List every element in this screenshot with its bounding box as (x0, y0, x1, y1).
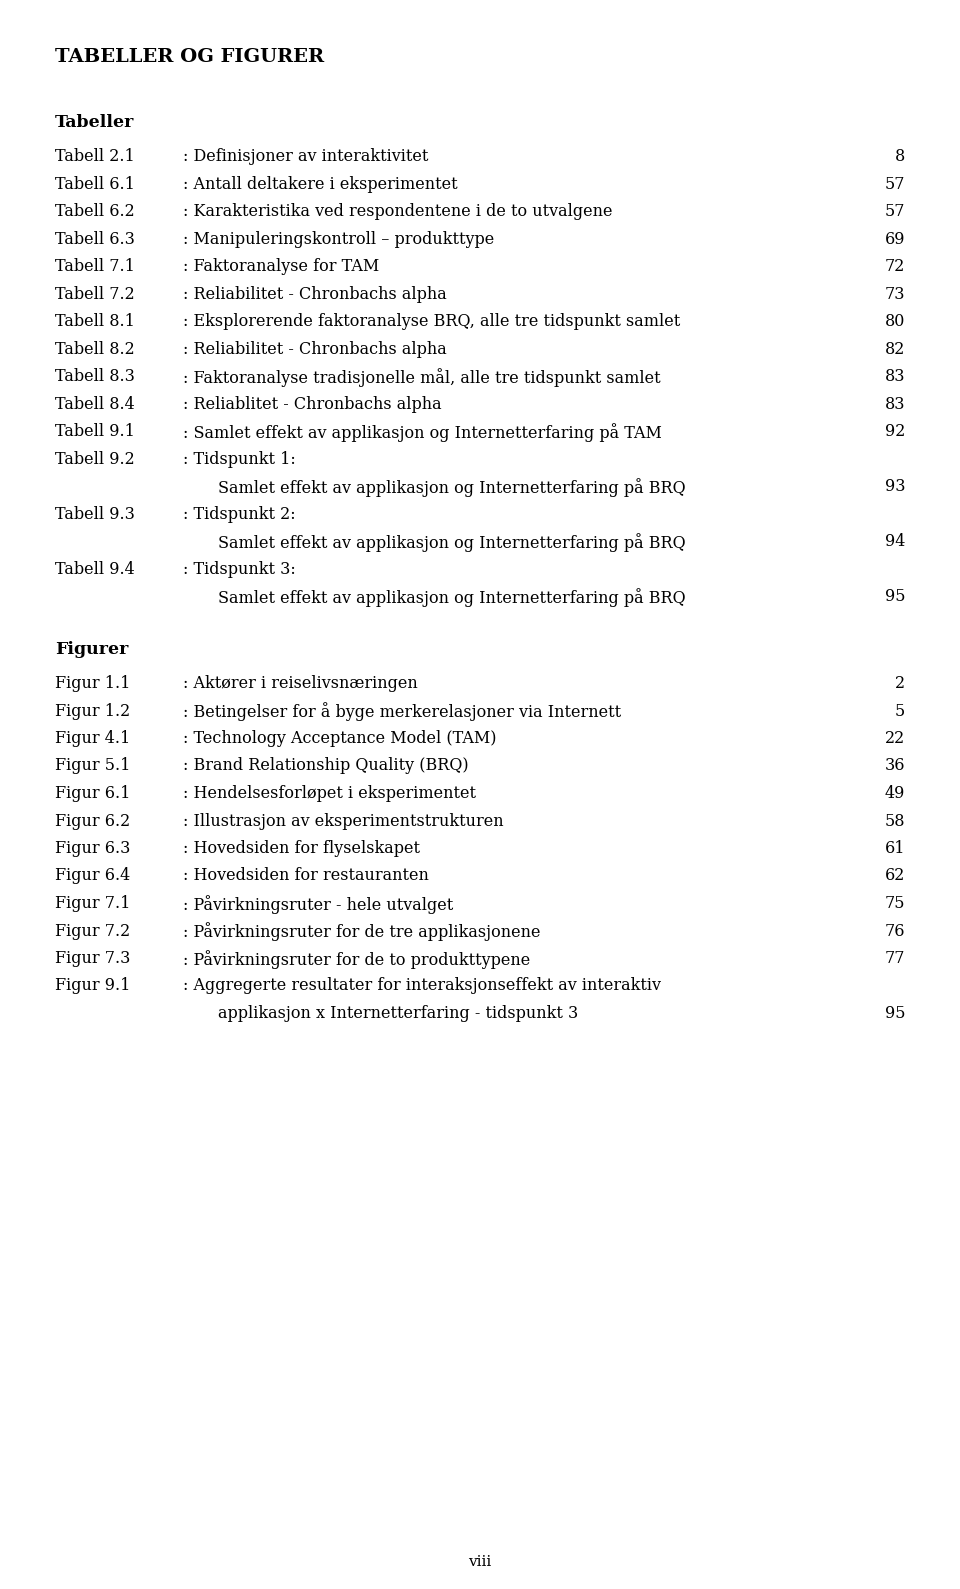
Text: : Faktoranalyse tradisjonelle mål, alle tre tidspunkt samlet: : Faktoranalyse tradisjonelle mål, alle … (183, 369, 660, 388)
Text: : Aktører i reiselivsnæringen: : Aktører i reiselivsnæringen (183, 675, 418, 691)
Text: : Hovedsiden for flyselskapet: : Hovedsiden for flyselskapet (183, 841, 420, 856)
Text: Figur 6.4: Figur 6.4 (55, 868, 131, 885)
Text: viii: viii (468, 1556, 492, 1568)
Text: Tabell 6.1: Tabell 6.1 (55, 176, 134, 192)
Text: Tabell 8.4: Tabell 8.4 (55, 396, 134, 413)
Text: 95: 95 (884, 1004, 905, 1022)
Text: Tabell 6.2: Tabell 6.2 (55, 203, 134, 221)
Text: : Reliabilitet - Chronbachs alpha: : Reliabilitet - Chronbachs alpha (183, 286, 446, 303)
Text: applikasjon x Internetterfaring - tidspunkt 3: applikasjon x Internetterfaring - tidspu… (218, 1004, 578, 1022)
Text: Samlet effekt av applikasjon og Internetterfaring på BRQ: Samlet effekt av applikasjon og Internet… (218, 588, 685, 607)
Text: 49: 49 (884, 785, 905, 802)
Text: Figur 1.1: Figur 1.1 (55, 675, 131, 691)
Text: : Betingelser for å byge merkerelasjoner via Internett: : Betingelser for å byge merkerelasjoner… (183, 702, 621, 721)
Text: : Karakteristika ved respondentene i de to utvalgene: : Karakteristika ved respondentene i de … (183, 203, 612, 221)
Text: 69: 69 (884, 230, 905, 248)
Text: : Samlet effekt av applikasjon og Internetterfaring på TAM: : Samlet effekt av applikasjon og Intern… (183, 423, 661, 442)
Text: 82: 82 (884, 342, 905, 358)
Text: Tabell 2.1: Tabell 2.1 (55, 148, 134, 165)
Text: Figur 7.2: Figur 7.2 (55, 923, 131, 939)
Text: 5: 5 (895, 702, 905, 720)
Text: Tabell 8.3: Tabell 8.3 (55, 369, 134, 386)
Text: : Tidspunkt 2:: : Tidspunkt 2: (183, 505, 296, 523)
Text: Tabell 7.1: Tabell 7.1 (55, 259, 134, 275)
Text: Figur 6.2: Figur 6.2 (55, 812, 131, 829)
Text: : Antall deltakere i eksperimentet: : Antall deltakere i eksperimentet (183, 176, 458, 192)
Text: 93: 93 (884, 478, 905, 496)
Text: Tabell 9.3: Tabell 9.3 (55, 505, 134, 523)
Text: Samlet effekt av applikasjon og Internetterfaring på BRQ: Samlet effekt av applikasjon og Internet… (218, 534, 685, 553)
Text: 83: 83 (884, 369, 905, 386)
Text: : Eksplorerende faktoranalyse BRQ, alle tre tidspunkt samlet: : Eksplorerende faktoranalyse BRQ, alle … (183, 313, 681, 331)
Text: : Påvirkningsruter - hele utvalget: : Påvirkningsruter - hele utvalget (183, 895, 453, 914)
Text: 2: 2 (895, 675, 905, 691)
Text: Tabell 7.2: Tabell 7.2 (55, 286, 134, 303)
Text: 57: 57 (884, 203, 905, 221)
Text: 36: 36 (884, 758, 905, 774)
Text: 94: 94 (884, 534, 905, 550)
Text: : Faktoranalyse for TAM: : Faktoranalyse for TAM (183, 259, 379, 275)
Text: Tabell 9.2: Tabell 9.2 (55, 451, 134, 467)
Text: : Hovedsiden for restauranten: : Hovedsiden for restauranten (183, 868, 429, 885)
Text: : Hendelsesforløpet i eksperimentet: : Hendelsesforløpet i eksperimentet (183, 785, 476, 802)
Text: 72: 72 (884, 259, 905, 275)
Text: Samlet effekt av applikasjon og Internetterfaring på BRQ: Samlet effekt av applikasjon og Internet… (218, 478, 685, 497)
Text: Figur 7.3: Figur 7.3 (55, 950, 131, 968)
Text: TABELLER OG FIGURER: TABELLER OG FIGURER (55, 48, 324, 67)
Text: 76: 76 (884, 923, 905, 939)
Text: 83: 83 (884, 396, 905, 413)
Text: : Aggregerte resultater for interaksjonseffekt av interaktiv: : Aggregerte resultater for interaksjons… (183, 977, 661, 995)
Text: Figur 1.2: Figur 1.2 (55, 702, 131, 720)
Text: Figur 6.3: Figur 6.3 (55, 841, 131, 856)
Text: : Påvirkningsruter for de tre applikasjonene: : Påvirkningsruter for de tre applikasjo… (183, 923, 540, 941)
Text: : Påvirkningsruter for de to produkttypene: : Påvirkningsruter for de to produkttype… (183, 950, 530, 969)
Text: : Reliablitet - Chronbachs alpha: : Reliablitet - Chronbachs alpha (183, 396, 442, 413)
Text: Figurer: Figurer (55, 640, 129, 658)
Text: : Definisjoner av interaktivitet: : Definisjoner av interaktivitet (183, 148, 428, 165)
Text: : Manipuleringskontroll – produkttype: : Manipuleringskontroll – produkttype (183, 230, 494, 248)
Text: Tabell 9.4: Tabell 9.4 (55, 561, 134, 578)
Text: 95: 95 (884, 588, 905, 605)
Text: 22: 22 (885, 729, 905, 747)
Text: 57: 57 (884, 176, 905, 192)
Text: 61: 61 (884, 841, 905, 856)
Text: Figur 5.1: Figur 5.1 (55, 758, 131, 774)
Text: 75: 75 (884, 895, 905, 912)
Text: Tabell 8.1: Tabell 8.1 (55, 313, 134, 331)
Text: Figur 9.1: Figur 9.1 (55, 977, 131, 995)
Text: : Illustrasjon av eksperimentstrukturen: : Illustrasjon av eksperimentstrukturen (183, 812, 504, 829)
Text: Tabeller: Tabeller (55, 114, 134, 130)
Text: 58: 58 (884, 812, 905, 829)
Text: 80: 80 (884, 313, 905, 331)
Text: : Brand Relationship Quality (BRQ): : Brand Relationship Quality (BRQ) (183, 758, 468, 774)
Text: Figur 4.1: Figur 4.1 (55, 729, 131, 747)
Text: Tabell 6.3: Tabell 6.3 (55, 230, 134, 248)
Text: 62: 62 (884, 868, 905, 885)
Text: 8: 8 (895, 148, 905, 165)
Text: Figur 6.1: Figur 6.1 (55, 785, 131, 802)
Text: : Technology Acceptance Model (TAM): : Technology Acceptance Model (TAM) (183, 729, 496, 747)
Text: 77: 77 (884, 950, 905, 968)
Text: Tabell 8.2: Tabell 8.2 (55, 342, 134, 358)
Text: 92: 92 (884, 423, 905, 440)
Text: Tabell 9.1: Tabell 9.1 (55, 423, 134, 440)
Text: : Tidspunkt 1:: : Tidspunkt 1: (183, 451, 296, 467)
Text: : Tidspunkt 3:: : Tidspunkt 3: (183, 561, 296, 578)
Text: 73: 73 (884, 286, 905, 303)
Text: Figur 7.1: Figur 7.1 (55, 895, 131, 912)
Text: : Reliabilitet - Chronbachs alpha: : Reliabilitet - Chronbachs alpha (183, 342, 446, 358)
